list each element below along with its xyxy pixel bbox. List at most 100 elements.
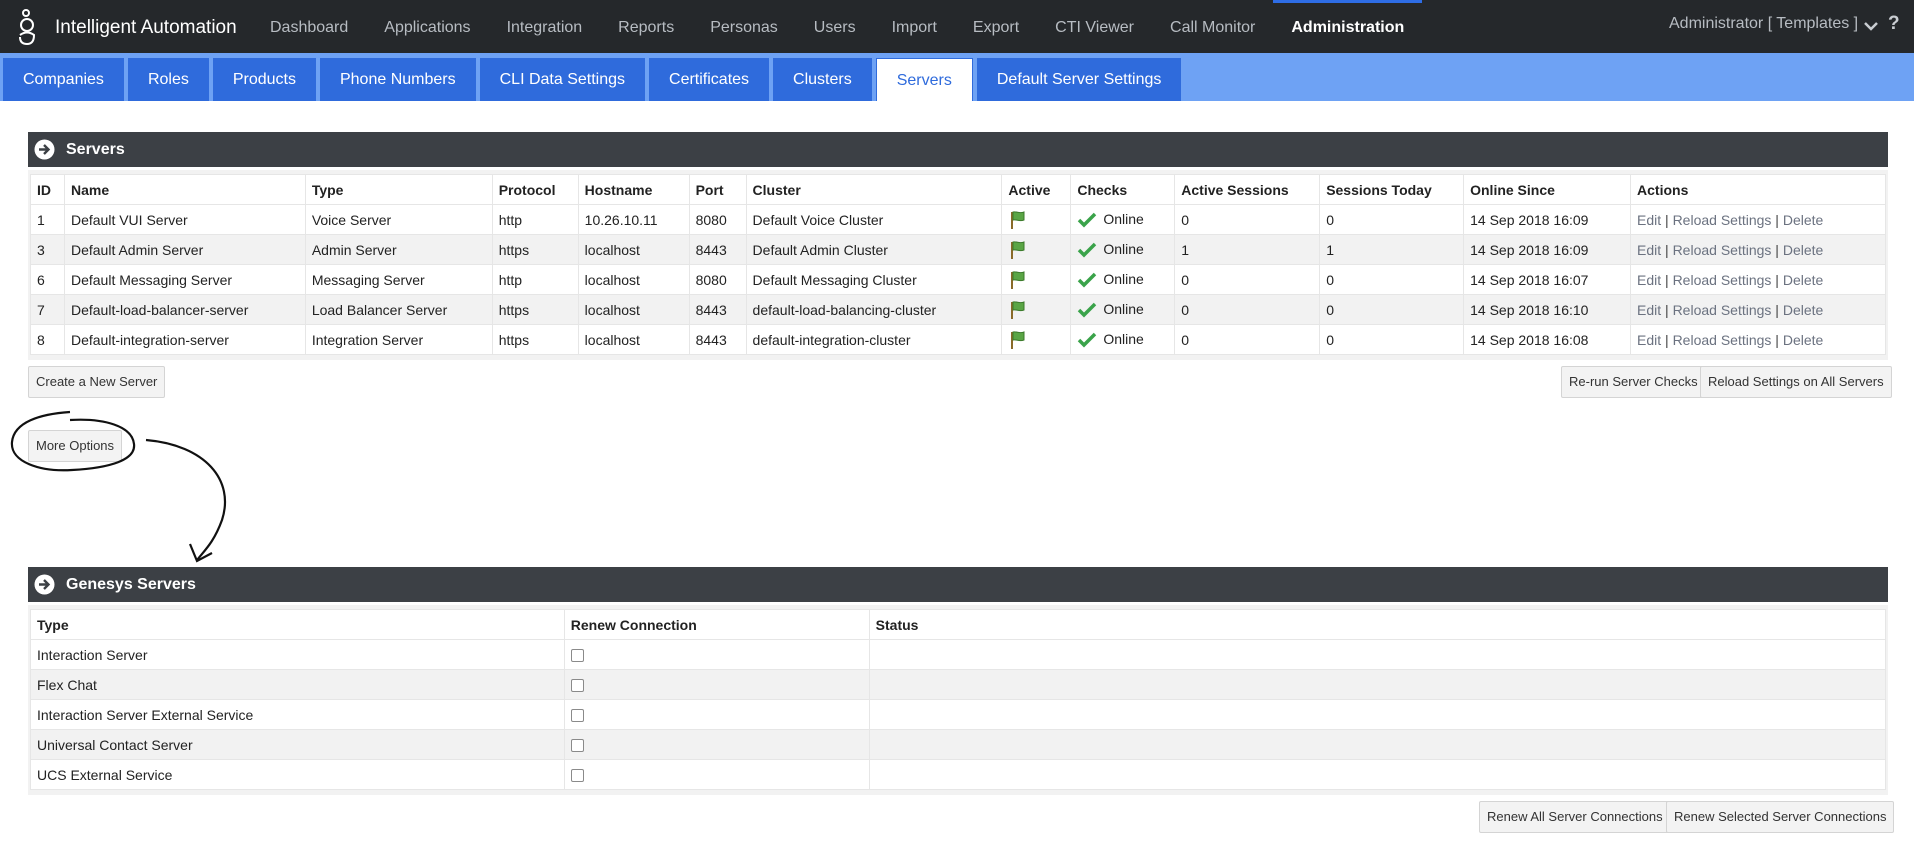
col-protocol[interactable]: Protocol (491, 174, 579, 205)
server-active (1001, 264, 1072, 295)
delete-link[interactable]: Delete (1782, 211, 1824, 228)
check-status: Online (1103, 270, 1144, 287)
col-name[interactable]: Name (63, 174, 306, 205)
col-active[interactable]: Active (1001, 174, 1072, 205)
delete-link[interactable]: Delete (1782, 301, 1824, 318)
col-active-sessions[interactable]: Active Sessions (1174, 174, 1321, 205)
edit-link[interactable]: Edit (1637, 211, 1662, 228)
reload-settings-link[interactable]: Reload Settings (1672, 301, 1772, 318)
renew-connection-checkbox[interactable] (570, 649, 584, 663)
edit-link[interactable]: Edit (1637, 331, 1662, 348)
servers-panel-title: Servers (66, 141, 125, 158)
servers-panel-header: Servers (28, 132, 1888, 167)
nav-export[interactable]: Export (972, 19, 1020, 36)
col-cluster[interactable]: Cluster (745, 174, 1003, 205)
nav-cti-viewer[interactable]: CTI Viewer (1055, 19, 1135, 36)
genesys-status (868, 669, 1887, 700)
renew-connection-checkbox[interactable] (570, 709, 584, 723)
user-menu[interactable]: Administrator [ Templates ] (1669, 15, 1859, 32)
tab-phone-numbers[interactable]: Phone Numbers (319, 58, 476, 101)
tab-companies[interactable]: Companies (3, 58, 124, 101)
col-sessions-today[interactable]: Sessions Today (1319, 174, 1465, 205)
nav-applications[interactable]: Applications (384, 19, 471, 36)
server-name: Default Admin Server (63, 234, 306, 265)
edit-link[interactable]: Edit (1637, 271, 1662, 288)
nav-integration[interactable]: Integration (506, 19, 583, 36)
reload-settings-link[interactable]: Reload Settings (1672, 331, 1772, 348)
delete-link[interactable]: Delete (1782, 241, 1824, 258)
server-actions: Edit | Reload Settings | Delete (1630, 324, 1886, 355)
table-row: Interaction Server External Service (30, 699, 1887, 730)
tab-clusters[interactable]: Clusters (773, 58, 872, 101)
check-status: Online (1103, 330, 1144, 347)
col-hostname[interactable]: Hostname (577, 174, 690, 205)
more-options-button[interactable]: More Options (28, 430, 123, 462)
server-protocol: https (491, 294, 579, 325)
green-flag-icon[interactable] (1008, 330, 1028, 350)
tab-servers[interactable]: Servers (875, 58, 973, 101)
reload-settings-link[interactable]: Reload Settings (1672, 241, 1772, 258)
delete-link[interactable]: Delete (1782, 271, 1824, 288)
green-flag-icon[interactable] (1008, 210, 1028, 230)
green-flag-icon[interactable] (1008, 240, 1028, 260)
edit-link[interactable]: Edit (1637, 301, 1662, 318)
server-port: 8443 (688, 294, 747, 325)
col-id[interactable]: ID (30, 174, 65, 205)
server-active-sessions: 0 (1174, 204, 1321, 235)
genesys-server-type: Interaction Server External Service (30, 699, 565, 730)
col-type[interactable]: Type (304, 174, 493, 205)
col-checks[interactable]: Checks (1070, 174, 1176, 205)
reload-settings-link[interactable]: Reload Settings (1672, 271, 1772, 288)
action-separator: | (1665, 211, 1669, 228)
genesys-logo-icon[interactable] (14, 8, 40, 46)
server-active (1001, 234, 1072, 265)
genesys-panel-title: Genesys Servers (66, 576, 196, 593)
nav-import[interactable]: Import (891, 19, 937, 36)
reload-settings-all-servers-button[interactable]: Reload Settings on All Servers (1700, 366, 1892, 398)
server-port: 8080 (688, 264, 747, 295)
nav-personas[interactable]: Personas (710, 19, 778, 36)
renew-all-connections-button[interactable]: Renew All Server Connections (1479, 801, 1671, 833)
action-separator: | (1665, 331, 1669, 348)
server-protocol: http (491, 204, 579, 235)
server-online-since: 14 Sep 2018 16:09 (1463, 234, 1632, 265)
genesys-server-type: Interaction Server (30, 639, 565, 670)
nav-call-monitor[interactable]: Call Monitor (1170, 19, 1256, 36)
checkmark-icon (1078, 302, 1097, 318)
green-flag-icon[interactable] (1008, 270, 1028, 290)
table-row: 6 Default Messaging Server Messaging Serve… (30, 264, 1886, 295)
renew-selected-connections-button[interactable]: Renew Selected Server Connections (1666, 801, 1895, 833)
server-active (1001, 204, 1072, 235)
renew-connection-checkbox[interactable] (570, 679, 584, 693)
rerun-server-checks-button[interactable]: Re-run Server Checks (1561, 366, 1706, 398)
nav-administration[interactable]: Administration (1273, 0, 1423, 53)
check-status: Online (1103, 240, 1144, 257)
table-row: 1 Default VUI Server Voice Server http 10.26… (30, 204, 1886, 235)
renew-connection-checkbox[interactable] (570, 769, 584, 783)
table-row: 3 Default Admin Server Admin Server https lo… (30, 234, 1886, 265)
app-title[interactable]: Intelligent Automation (55, 17, 237, 38)
action-separator: | (1775, 301, 1779, 318)
edit-link[interactable]: Edit (1637, 241, 1662, 258)
server-type: Messaging Server (304, 264, 493, 295)
tab-products[interactable]: Products (212, 58, 316, 101)
col-online-since[interactable]: Online Since (1463, 174, 1632, 205)
tab-cli-data-settings[interactable]: CLI Data Settings (479, 58, 646, 101)
green-flag-icon[interactable] (1008, 300, 1028, 320)
nav-dashboard[interactable]: Dashboard (270, 19, 349, 36)
col-port[interactable]: Port (688, 174, 747, 205)
tab-certificates[interactable]: Certificates (649, 58, 770, 101)
tab-roles[interactable]: Roles (127, 58, 209, 101)
nav-users[interactable]: Users (813, 19, 856, 36)
help-icon[interactable]: ? (1888, 13, 1900, 34)
server-type: Voice Server (304, 204, 493, 235)
renew-connection-checkbox[interactable] (570, 739, 584, 753)
server-sessions-today: 1 (1319, 234, 1465, 265)
checkmark-icon (1078, 242, 1097, 258)
reload-settings-link[interactable]: Reload Settings (1672, 211, 1772, 228)
delete-link[interactable]: Delete (1782, 331, 1824, 348)
create-new-server-button[interactable]: Create a New Server (28, 366, 166, 398)
chevron-down-icon[interactable] (1862, 17, 1880, 35)
tab-default-server-settings[interactable]: Default Server Settings (976, 58, 1182, 101)
nav-reports[interactable]: Reports (618, 19, 675, 36)
